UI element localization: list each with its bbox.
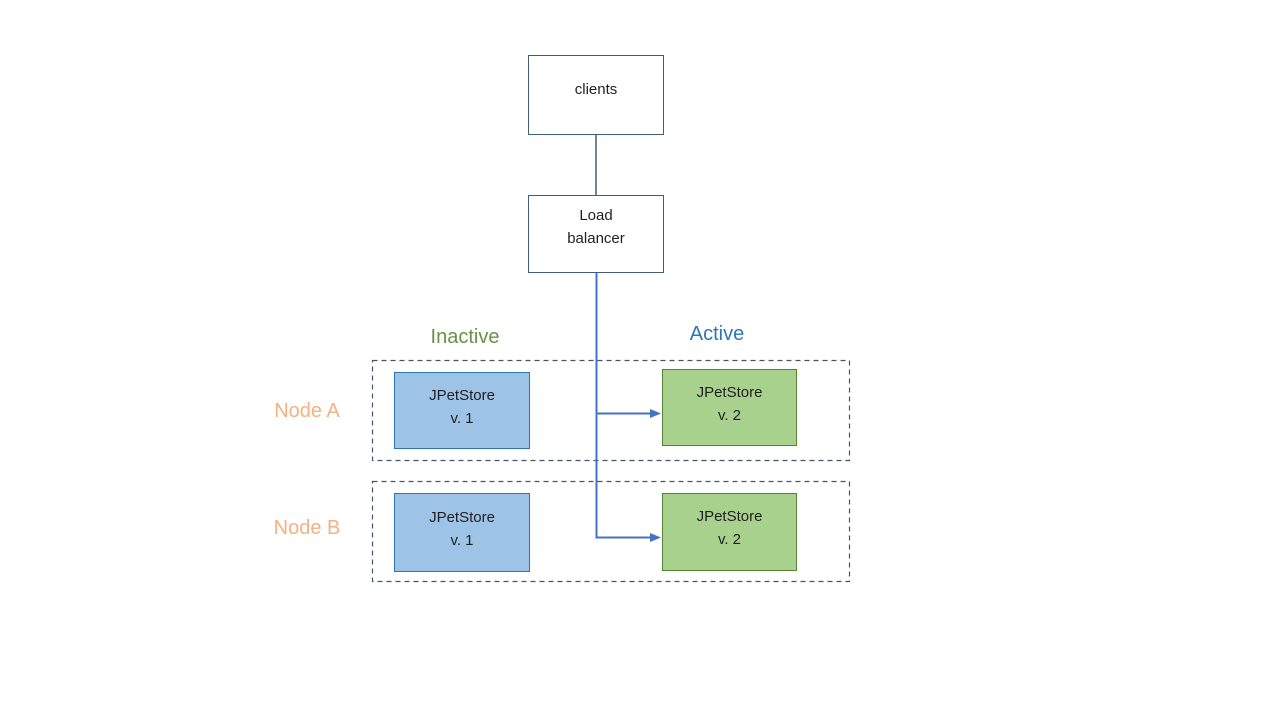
load-balancer-label-line2: balancer [567, 230, 625, 247]
app-version: v. 2 [717, 406, 742, 424]
app-name: JPetStore [429, 386, 495, 404]
arrowhead-node-a-icon [650, 409, 661, 418]
arrowhead-node-b-icon [650, 533, 661, 542]
node-b-inactive-app-box: JPetStore v. 1 [394, 493, 530, 572]
clients-box: clients [528, 55, 664, 135]
app-version: v. 1 [450, 409, 474, 427]
column-label-inactive: Inactive [430, 326, 500, 348]
app-name: JPetStore [429, 508, 495, 526]
clients-label: clients [574, 80, 618, 98]
node-b-label: Node B [273, 517, 341, 539]
load-balancer-label-line1: Load [579, 207, 613, 224]
node-a-label: Node A [274, 400, 340, 422]
node-b-active-app-box: JPetStore v. 2 [662, 493, 797, 571]
column-label-active: Active [689, 323, 745, 345]
app-version: v. 1 [450, 531, 474, 549]
load-balancer-box: Load balancer [528, 195, 664, 273]
node-a-active-app-box: JPetStore v. 2 [662, 369, 797, 446]
app-name: JPetStore [696, 383, 763, 401]
node-a-inactive-app-box: JPetStore v. 1 [394, 372, 530, 449]
app-version: v. 2 [717, 531, 742, 548]
connector-loadbalancer-to-node-b-active [595, 273, 650, 539]
app-name: JPetStore [696, 508, 763, 525]
